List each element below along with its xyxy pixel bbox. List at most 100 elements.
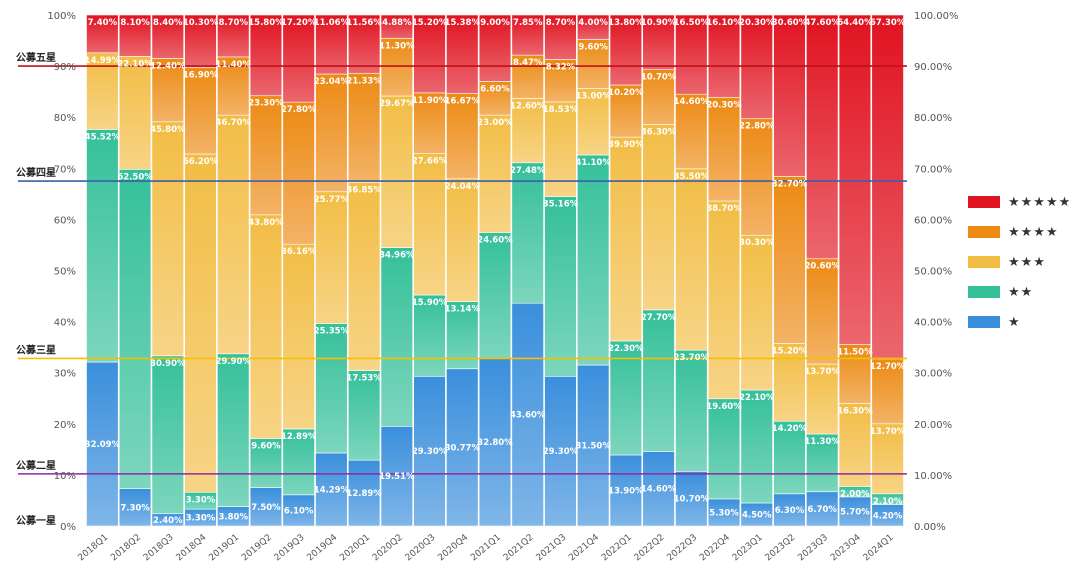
x-tick-label: 2023Q4 xyxy=(829,532,863,563)
legend-item[interactable]: ★★ xyxy=(968,280,1071,304)
data-label: 15.80% xyxy=(248,18,284,28)
bar-segment-s1 xyxy=(806,491,839,527)
bar-segment-s2 xyxy=(740,389,773,504)
data-label: 11.30% xyxy=(379,41,415,51)
bar-segment-s4 xyxy=(380,38,414,97)
data-label: 35.16% xyxy=(543,200,579,210)
data-label: 20.30% xyxy=(706,100,742,110)
bar-segment-s2 xyxy=(642,309,675,452)
data-label: 5.70% xyxy=(840,507,870,517)
bar-segment-s5 xyxy=(86,14,119,54)
bar-segment-s3 xyxy=(413,153,446,296)
data-label: 8.10% xyxy=(120,18,150,28)
data-label: 9.00% xyxy=(480,18,510,28)
data-label: 32.80% xyxy=(477,438,513,448)
data-label: 43.60% xyxy=(510,411,546,421)
data-label: 10.70% xyxy=(674,495,710,505)
data-label: 8.32% xyxy=(546,62,576,72)
bar-segment-s4 xyxy=(184,67,217,155)
bar-segment-s3 xyxy=(675,168,708,351)
data-label: 13.90% xyxy=(608,486,644,496)
bar-segment-s1 xyxy=(544,375,577,527)
x-tick-label: 2024Q1 xyxy=(862,533,896,564)
bar-segment-s2 xyxy=(118,169,152,489)
data-label: 10.20% xyxy=(608,88,644,98)
data-label: 4.00% xyxy=(578,18,608,28)
data-label: 8.70% xyxy=(218,18,248,28)
data-label: 15.38% xyxy=(445,18,481,28)
bar-segment-s2 xyxy=(609,340,643,456)
bar-segment-s5 xyxy=(675,14,708,95)
data-label: 8.70% xyxy=(546,18,576,28)
data-label: 17.20% xyxy=(281,18,317,28)
reference-label: 公募五星 xyxy=(16,51,56,64)
data-label: 3.30% xyxy=(186,495,216,505)
data-label: 29.67% xyxy=(379,99,415,109)
left-tick-label: 50% xyxy=(54,267,76,278)
data-label: 22.80% xyxy=(739,122,775,132)
bar-segment-s1 xyxy=(609,454,643,527)
bar-segment-s5 xyxy=(871,14,904,360)
data-label: 2.40% xyxy=(153,516,183,526)
bar-segment-s5 xyxy=(347,14,381,74)
x-tick-label: 2021Q1 xyxy=(469,533,503,564)
bar-segment-s2 xyxy=(315,323,348,454)
data-label: 35.50% xyxy=(674,172,710,182)
data-label: 16.30% xyxy=(837,406,873,416)
data-label: 23.04% xyxy=(314,77,350,87)
right-tick-label: 40.00% xyxy=(914,318,952,329)
bar-segment-s3 xyxy=(380,95,414,248)
bar-segment-s3 xyxy=(151,121,184,357)
data-label: 23.70% xyxy=(674,353,710,363)
bar-segment-s3 xyxy=(838,403,872,487)
bars xyxy=(86,14,904,527)
bar-segment-s3 xyxy=(478,114,512,233)
legend-swatch xyxy=(968,226,1000,238)
bar-segment-s5 xyxy=(838,14,872,345)
data-label: 21.33% xyxy=(346,76,382,86)
left-tick-label: 100% xyxy=(47,11,76,22)
left-axis: 0% 10% 20% 30% 40% 50% 60% 70% 80% 90% 100% xyxy=(47,11,76,533)
data-label: 45.80% xyxy=(150,125,186,135)
data-label: 13.80% xyxy=(608,18,644,28)
bar-segment-s3 xyxy=(446,178,479,302)
x-tick-label: 2022Q3 xyxy=(665,533,699,564)
data-label: 47.60% xyxy=(804,18,840,28)
x-tick-label: 2020Q3 xyxy=(404,533,438,564)
bar-segment-s2 xyxy=(86,129,119,363)
data-label: 10.70% xyxy=(641,73,677,83)
legend-item[interactable]: ★ xyxy=(968,310,1071,334)
data-label: 10.90% xyxy=(641,18,677,28)
data-label: 3.30% xyxy=(186,514,216,524)
legend-item[interactable]: ★★★ xyxy=(968,250,1071,274)
bar-segment-s4 xyxy=(249,95,283,216)
bar-segment-s5 xyxy=(151,14,184,59)
data-label: 19.60% xyxy=(706,402,742,412)
right-tick-label: 60.00% xyxy=(914,215,952,226)
bar-segment-s4 xyxy=(609,84,643,138)
legend-item[interactable]: ★★★★ xyxy=(968,220,1071,244)
legend-swatch xyxy=(968,316,1000,328)
data-label: 7.85% xyxy=(513,18,543,28)
right-tick-label: 90.00% xyxy=(914,62,952,73)
bar-segment-s4 xyxy=(642,69,675,125)
bar-segment-s3 xyxy=(511,98,544,164)
data-label: 64.40% xyxy=(837,18,873,28)
x-tick-label: 2018Q3 xyxy=(142,533,176,564)
bar-segment-s2 xyxy=(544,196,577,377)
data-label: 15.90% xyxy=(412,298,448,308)
data-label: 29.30% xyxy=(412,447,448,457)
data-label: 6.70% xyxy=(807,505,837,515)
data-label: 22.10% xyxy=(739,393,775,403)
x-tick-label: 2023Q2 xyxy=(764,533,798,564)
bar-segment-s2 xyxy=(380,247,414,427)
data-label: 7.30% xyxy=(120,503,150,513)
bar-segment-s2 xyxy=(478,232,512,359)
left-tick-label: 80% xyxy=(54,113,76,124)
bar-segment-s1 xyxy=(707,498,741,527)
data-label: 41.10% xyxy=(575,158,611,168)
legend-item[interactable]: ★★★★★ xyxy=(968,190,1071,214)
bar-segment-s1 xyxy=(446,368,479,527)
data-label: 15.20% xyxy=(772,347,808,357)
data-label: 11.90% xyxy=(412,96,448,106)
